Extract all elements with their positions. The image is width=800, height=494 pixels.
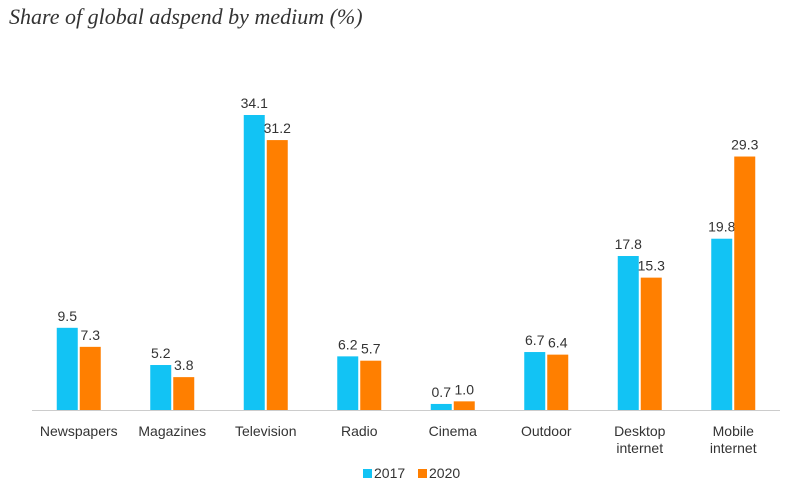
bar-2020-2 [266, 140, 288, 410]
legend-label-2017: 2017 [374, 465, 405, 481]
legend-swatch-2017 [363, 469, 372, 478]
bar-2020-3 [360, 360, 382, 410]
bar-2017-4 [430, 403, 452, 410]
data-label-2017-4: 0.7 [432, 384, 452, 400]
bar-2017-6 [617, 256, 639, 410]
bar-2020-0 [79, 346, 101, 410]
category-label-3: Radio [341, 423, 378, 439]
data-label-2020-1: 3.8 [174, 357, 194, 373]
bar-2020-4 [453, 401, 475, 410]
category-label-line: Television [235, 423, 296, 439]
data-label-2020-7: 29.3 [731, 137, 758, 153]
category-label-0: Newspapers [40, 423, 118, 439]
category-label-line: Desktop [614, 423, 666, 439]
category-label-line: Newspapers [40, 423, 118, 439]
legend-label-2020: 2020 [429, 465, 460, 481]
bar-2017-3 [337, 356, 359, 410]
data-label-2020-6: 15.3 [638, 258, 665, 274]
category-label-1: Magazines [138, 423, 206, 439]
bar-2020-6 [640, 277, 662, 410]
category-label-line: internet [710, 440, 757, 456]
category-label-line: Mobile [713, 423, 754, 439]
category-label-line: Radio [341, 423, 378, 439]
data-label-2017-0: 9.5 [58, 308, 78, 324]
legend-swatch-2020 [418, 469, 427, 478]
data-label-2017-2: 34.1 [241, 95, 268, 111]
bar-2020-5 [547, 354, 569, 410]
data-label-2020-0: 7.3 [81, 327, 101, 343]
data-label-2017-1: 5.2 [151, 345, 171, 361]
bar-2017-2 [243, 115, 265, 410]
bar-2020-7 [734, 156, 756, 410]
data-label-2017-5: 6.7 [525, 332, 545, 348]
data-label-2017-3: 6.2 [338, 336, 358, 352]
bar-2017-1 [150, 365, 172, 410]
bar-2017-0 [56, 327, 78, 410]
category-label-line: Cinema [429, 423, 477, 439]
category-label-6: Desktop internet [614, 423, 666, 456]
category-label-line: Outdoor [521, 423, 572, 439]
data-label-2020-5: 6.4 [548, 335, 568, 351]
bar-2017-5 [524, 352, 546, 410]
data-label-2020-4: 1.0 [455, 381, 475, 397]
category-label-line: Magazines [138, 423, 206, 439]
category-label-line: internet [616, 440, 663, 456]
data-label-2020-3: 5.7 [361, 341, 381, 357]
category-label-5: Outdoor [521, 423, 572, 439]
chart-title: Share of global adspend by medium (%) [9, 4, 363, 29]
data-label-2017-7: 19.8 [708, 219, 735, 235]
category-label-7: Mobile internet [710, 423, 757, 456]
data-label-2020-2: 31.2 [264, 120, 291, 136]
category-label-4: Cinema [429, 423, 477, 439]
data-label-2017-6: 17.8 [615, 236, 642, 252]
category-label-2: Television [235, 423, 296, 439]
bar-2017-7 [711, 238, 733, 410]
bar-2020-1 [173, 377, 195, 410]
